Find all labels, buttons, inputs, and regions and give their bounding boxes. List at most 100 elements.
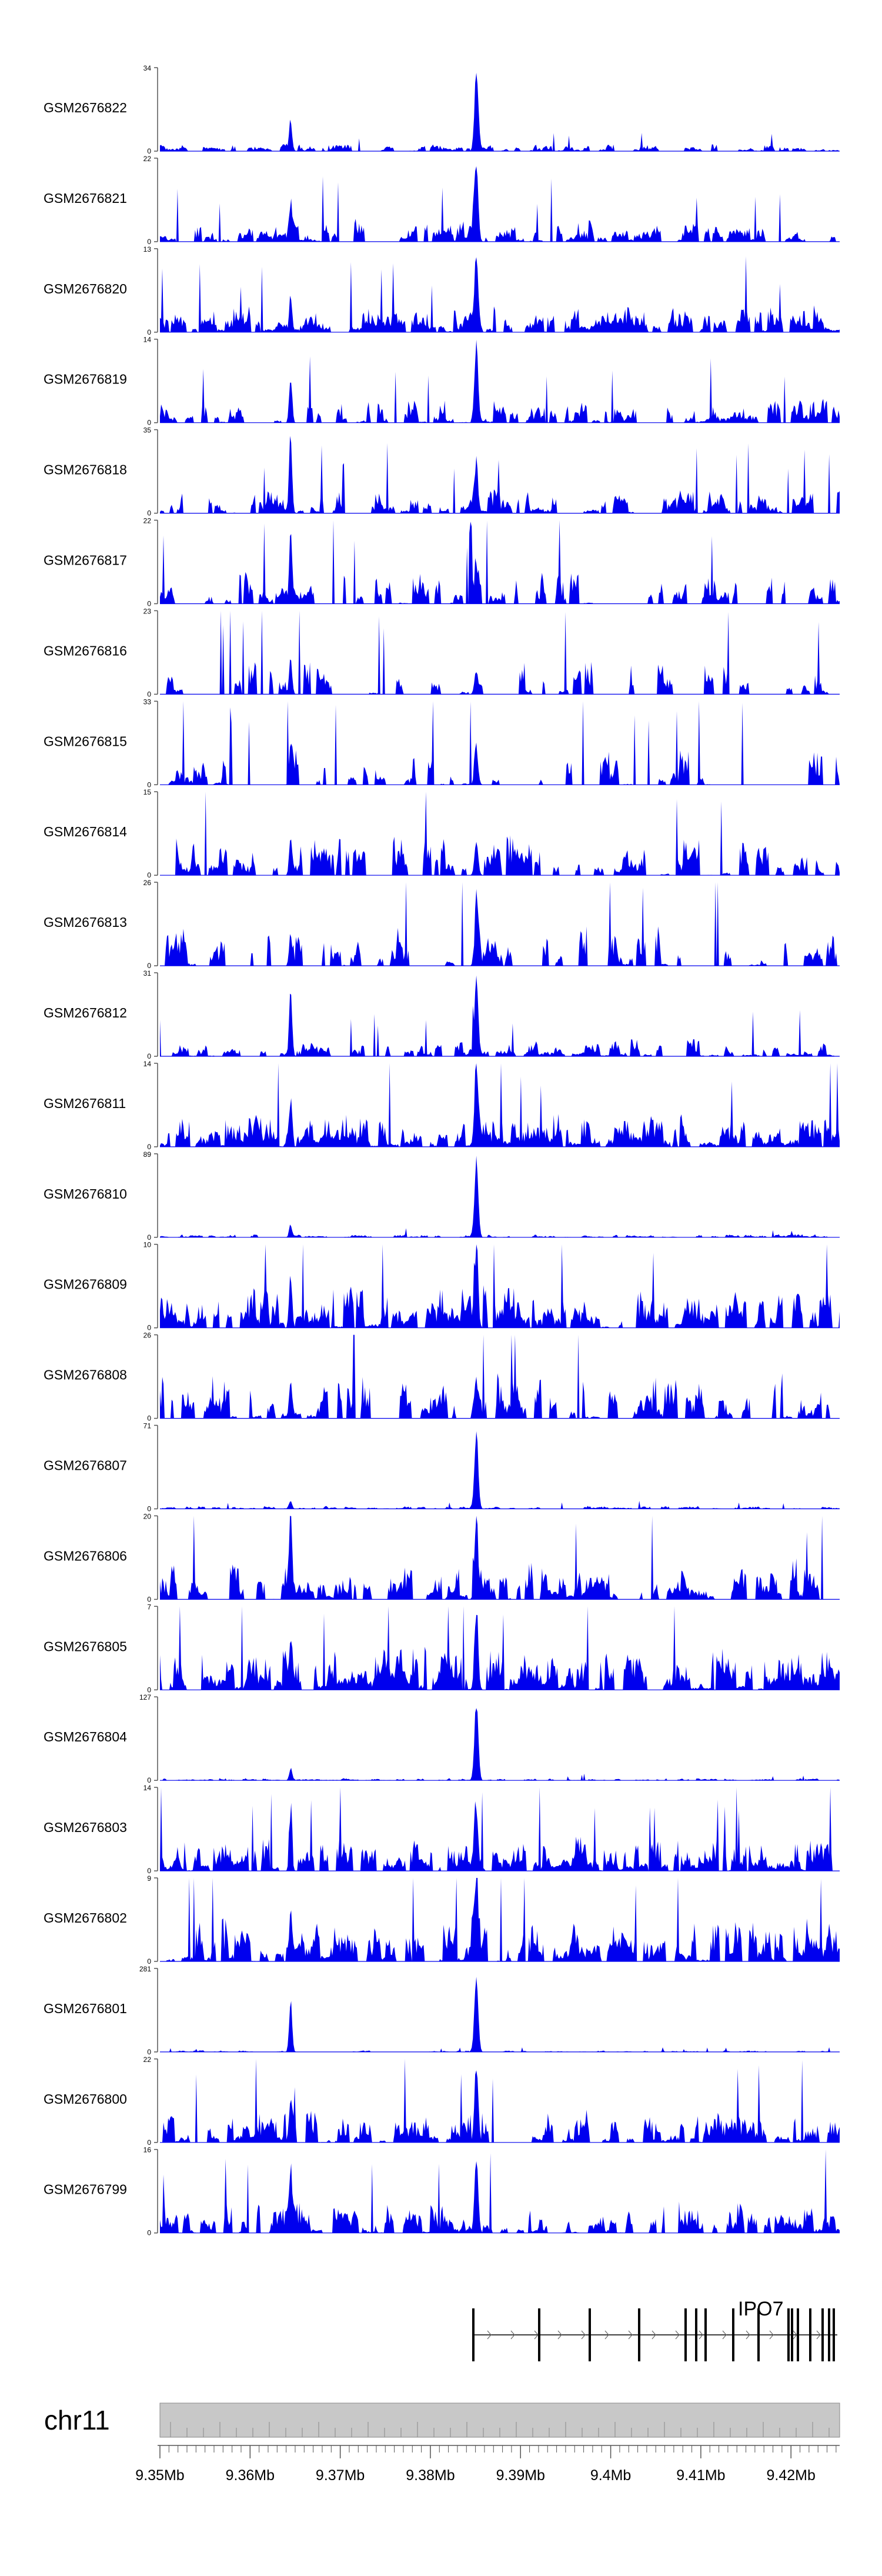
track-sample-label: GSM2676819: [44, 372, 127, 387]
track-ymax-label: 15: [143, 788, 152, 796]
track-sample-label: GSM2676804: [44, 1729, 127, 1744]
genomic-axis: 9.35Mb 9.36Mb 9.37Mb 9.38Mb 9.39Mb 9.4Mb 9.41M…: [135, 2445, 840, 2484]
exon: [684, 2308, 687, 2361]
strand-arrow: [816, 2330, 821, 2340]
track-ymax-label: 16: [143, 2146, 152, 2154]
track-signal: [160, 1708, 840, 1781]
track-ymin-label: 0: [147, 1776, 151, 1784]
track-ymax-label: 33: [143, 698, 152, 706]
exon: [732, 2308, 734, 2361]
exon: [538, 2308, 540, 2361]
axis-tick-label: 9.35Mb: [135, 2467, 184, 2484]
track-ymax-label: 26: [143, 879, 152, 887]
axis-tick-label: 9.36Mb: [226, 2467, 275, 2484]
track-ymin-label: 0: [147, 1686, 151, 1694]
exon: [833, 2308, 835, 2361]
track-signal: [160, 1244, 840, 1328]
strand-arrow: [652, 2330, 656, 2340]
track-sample-label: GSM2676802: [44, 1910, 127, 1926]
signal-tracks: GSM2676822340GSM2676821220GSM2676820130G…: [44, 64, 840, 2237]
track-ymin-label: 0: [147, 1143, 151, 1151]
exon: [757, 2308, 760, 2361]
track-signal: [160, 339, 840, 423]
track-ymin-label: 0: [147, 2138, 151, 2147]
track-sample-label: GSM2676818: [44, 462, 127, 478]
axis-tick-label: 9.42Mb: [767, 2467, 816, 2484]
track-GSM2676802: GSM2676802 9 0: [44, 1874, 840, 1966]
exon: [791, 2308, 793, 2361]
strand-arrow: [699, 2330, 703, 2340]
exon: [828, 2308, 830, 2361]
track-ymin-label: 0: [147, 1957, 151, 1966]
track-GSM2676801: GSM2676801 281 0: [44, 1965, 840, 2056]
track-signal: [160, 520, 840, 604]
track-signal: [160, 882, 840, 966]
track-GSM2676822: GSM2676822 34 0: [44, 64, 840, 155]
track-signal: [160, 1878, 840, 1961]
gene-label: IPO7: [738, 2298, 783, 2320]
axis-tick-label: 9.41Mb: [676, 2467, 725, 2484]
track-ymin-label: 0: [147, 328, 151, 336]
track-ymax-label: 14: [143, 1060, 152, 1068]
track-sample-label: GSM2676814: [44, 824, 127, 839]
track-signal: [160, 1156, 840, 1237]
track-signal: [160, 1977, 840, 2052]
track-ymin-label: 0: [147, 1505, 151, 1513]
track-ymin-label: 0: [147, 780, 151, 789]
track-GSM2676813: GSM2676813 26 0: [44, 879, 840, 970]
track-signal: [160, 166, 840, 242]
strand-arrow: [510, 2330, 515, 2340]
track-GSM2676812: GSM2676812 31 0: [44, 969, 840, 1060]
track-GSM2676818: GSM2676818 35 0: [44, 426, 840, 518]
chromosome-label: chr11: [44, 2405, 110, 2435]
strand-arrow: [746, 2330, 750, 2340]
track-sample-label: GSM2676815: [44, 733, 127, 749]
axis-tick-label: 9.37Mb: [316, 2467, 365, 2484]
exon: [704, 2308, 707, 2361]
track-GSM2676819: GSM2676819 14 0: [44, 336, 840, 427]
exon: [797, 2308, 799, 2361]
track-ymax-label: 71: [143, 1422, 152, 1430]
track-ymax-label: 26: [143, 1332, 152, 1340]
track-sample-label: GSM2676809: [44, 1277, 127, 1292]
strand-arrow: [557, 2330, 562, 2340]
track-ymin-label: 0: [147, 1324, 151, 1332]
track-ymin-label: 0: [147, 2229, 151, 2237]
gene-model-ipo7[interactable]: [472, 2308, 837, 2361]
track-ymin-label: 0: [147, 2048, 151, 2056]
track-sample-label: GSM2676816: [44, 643, 127, 658]
track-GSM2676807: GSM2676807 71 0: [44, 1422, 840, 1513]
track-ymin-label: 0: [147, 962, 151, 970]
track-GSM2676810: GSM2676810 89 0: [44, 1150, 840, 1242]
track-ymax-label: 9: [147, 1874, 151, 1883]
exon: [809, 2308, 811, 2361]
strand-arrow: [628, 2330, 633, 2340]
track-GSM2676803: GSM2676803 14 0: [44, 1784, 840, 1875]
track-ymax-label: 20: [143, 1512, 152, 1520]
track-GSM2676817: GSM2676817 22 0: [44, 517, 840, 608]
track-ymax-label: 22: [143, 517, 152, 525]
strand-arrow: [769, 2330, 774, 2340]
track-ymax-label: 35: [143, 426, 152, 435]
track-ymin-label: 0: [147, 871, 151, 879]
track-GSM2676821: GSM2676821 22 0: [44, 155, 840, 246]
track-sample-label: GSM2676806: [44, 1548, 127, 1563]
track-sample-label: GSM2676820: [44, 281, 127, 296]
track-sample-label: GSM2676808: [44, 1367, 127, 1383]
track-ymin-label: 0: [147, 419, 151, 427]
track-GSM2676805: GSM2676805 7 0: [44, 1603, 840, 1694]
track-ymin-label: 0: [147, 509, 151, 518]
track-GSM2676800: GSM2676800 22 0: [44, 2056, 840, 2147]
track-signal: [160, 975, 840, 1056]
track-signal: [160, 701, 840, 785]
track-signal: [160, 72, 840, 151]
strand-arrow: [722, 2330, 727, 2340]
track-ymin-label: 0: [147, 1052, 151, 1060]
track-signal: [160, 1334, 840, 1419]
track-ymin-label: 0: [147, 690, 151, 698]
track-signal: [160, 610, 840, 695]
track-sample-label: GSM2676812: [44, 1005, 127, 1020]
exon: [638, 2308, 640, 2361]
strand-arrow: [581, 2330, 586, 2340]
strand-arrow: [604, 2330, 609, 2340]
